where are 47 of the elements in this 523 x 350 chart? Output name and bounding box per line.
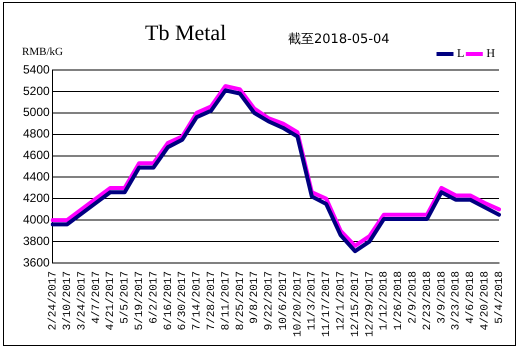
y-tick-label: 5200 bbox=[22, 84, 50, 98]
x-tick-label: 4/21/2017 bbox=[105, 270, 118, 330]
x-tick-label: 11/3/2017 bbox=[306, 270, 319, 330]
chart-subtitle: 截至2018-05-04 bbox=[288, 31, 390, 48]
x-tick-label: 1/26/2018 bbox=[393, 270, 406, 330]
x-tick-label: 10/6/2017 bbox=[278, 270, 290, 330]
y-axis-title: RMB/kG bbox=[22, 46, 63, 58]
x-tick-label: 5/5/2017 bbox=[120, 270, 132, 324]
x-tick-label: 1/12/2018 bbox=[378, 270, 391, 330]
x-tick-label: 4/6/2018 bbox=[465, 270, 478, 324]
x-tick-label: 4/7/2017 bbox=[90, 270, 103, 324]
y-tick-label: 5000 bbox=[22, 105, 50, 120]
x-tick-label: 2/9/2018 bbox=[408, 270, 420, 324]
x-tick-label: 9/8/2017 bbox=[249, 270, 262, 324]
x-tick-label: 4/20/2018 bbox=[480, 270, 492, 330]
x-tick-label: 3/10/2017 bbox=[62, 270, 74, 330]
x-tick-label: 5/4/2018 bbox=[494, 270, 506, 324]
legend-label: L bbox=[457, 46, 464, 60]
x-tick-label: 12/29/2017 bbox=[364, 270, 376, 338]
x-tick-label: 12/1/2017 bbox=[336, 270, 348, 330]
y-tick-label: 3800 bbox=[22, 234, 50, 248]
x-tick-label: 6/30/2017 bbox=[177, 270, 190, 330]
x-tick-label: 8/11/2017 bbox=[220, 270, 232, 330]
y-tick-label: 4200 bbox=[22, 190, 50, 205]
x-tick-label: 11/17/2017 bbox=[321, 270, 334, 338]
x-tick-label: 6/2/2017 bbox=[148, 270, 160, 324]
y-tick-label: 4000 bbox=[22, 212, 50, 226]
chart-title: Tb Metal bbox=[145, 20, 226, 46]
x-tick-label: 2/24/2017 bbox=[48, 270, 60, 330]
y-tick-label: 5400 bbox=[22, 62, 50, 76]
x-tick-label: 3/23/2018 bbox=[450, 270, 463, 330]
x-tick-label: 5/19/2017 bbox=[134, 270, 146, 330]
x-tick-label: 2/23/2018 bbox=[422, 270, 434, 330]
y-tick-label: 4400 bbox=[22, 170, 50, 184]
x-tick-label: 6/16/2017 bbox=[162, 270, 175, 330]
y-tick-label: 4600 bbox=[22, 148, 50, 162]
x-tick-label: 8/25/2017 bbox=[234, 270, 247, 330]
legend-label: H bbox=[486, 46, 496, 60]
x-tick-label: 3/9/2018 bbox=[436, 270, 448, 324]
x-tick-label: 12/15/2017 bbox=[350, 270, 362, 338]
x-tick-label: 3/24/2017 bbox=[76, 270, 88, 330]
x-tick-label: 10/20/2017 bbox=[292, 270, 304, 338]
x-tick-label: 7/14/2017 bbox=[192, 270, 204, 330]
y-tick-label: 3600 bbox=[22, 255, 50, 270]
y-tick-label: 4800 bbox=[22, 126, 50, 141]
x-tick-label: 7/28/2017 bbox=[206, 270, 218, 330]
x-tick-label: 9/22/2017 bbox=[264, 270, 276, 330]
